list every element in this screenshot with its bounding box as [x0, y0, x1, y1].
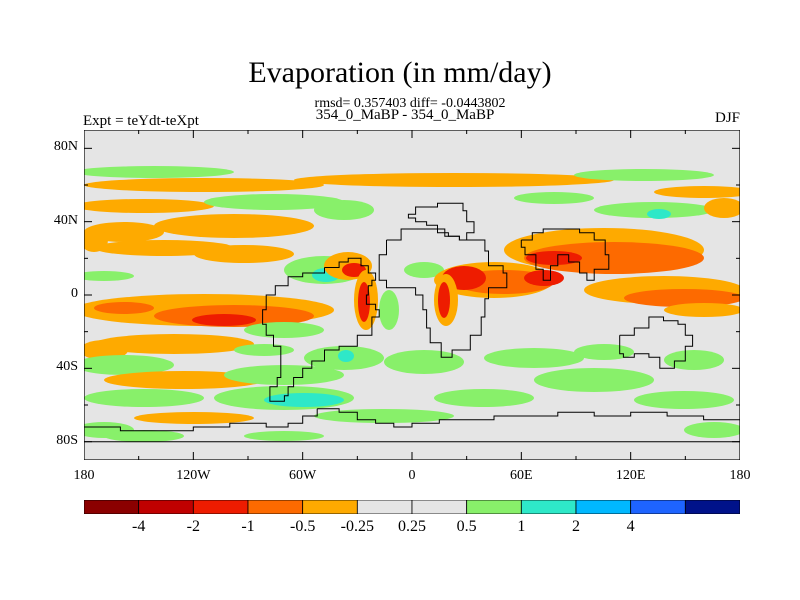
colorbar-label: 0.5 [456, 518, 477, 535]
map-plot [84, 130, 740, 460]
stats-label: rmsd= 0.357403 diff= -0.0443802 [314, 96, 506, 111]
lon-label: 120E [615, 468, 646, 483]
lon-label: 0 [408, 468, 416, 483]
colorbar-swatch [138, 500, 194, 514]
colorbar-swatch [466, 500, 522, 514]
colorbar-label: -1 [241, 518, 255, 535]
lon-label: 180 [73, 468, 95, 483]
colorbar-swatch [192, 500, 249, 514]
colorbar-label: 1 [517, 518, 526, 535]
colorbar-swatch [302, 500, 358, 514]
coastline-3 [378, 228, 508, 358]
lat-label: 40S [56, 359, 78, 375]
colorbar-swatch [520, 500, 577, 514]
colorbar-label: -2 [186, 518, 200, 535]
coastline-0 [262, 257, 380, 402]
colorbar-swatch [575, 500, 632, 514]
coastline-4 [520, 228, 610, 281]
evaporation-field [84, 166, 740, 442]
experiment-label: Expt = teYdt-teXpt [83, 113, 199, 129]
colorbar-label: -0.5 [289, 518, 316, 535]
colorbar-swatch [411, 500, 468, 514]
colorbar-swatch [84, 500, 140, 514]
axis-ticks [84, 130, 740, 460]
lon-label: 60W [289, 468, 317, 483]
colorbar [84, 500, 740, 514]
colorbar-label: 2 [572, 518, 580, 535]
lon-label: 180 [729, 468, 751, 483]
coastline-5 [619, 316, 694, 369]
figure-title: Evaporation (in mm/day) [248, 56, 552, 89]
colorbar-label: 0.25 [398, 518, 426, 535]
lon-label: 120W [176, 468, 211, 483]
colorbar-label: -0.25 [340, 518, 374, 535]
lon-label: 60E [510, 468, 533, 483]
coastline-1 [84, 408, 740, 443]
colorbar-label: -4 [131, 518, 146, 535]
season-label: DJF [714, 110, 740, 126]
colorbar-swatch [247, 500, 304, 514]
subtitle-label: 354_0_MaBP - 354_0_MaBP [315, 107, 495, 123]
colorbar-swatch [630, 500, 686, 514]
continent-outlines [84, 202, 740, 443]
colorbar-swatch [684, 500, 740, 514]
lat-label: 80S [56, 432, 78, 448]
lat-label: 0 [71, 286, 78, 301]
lat-label: 80N [53, 139, 78, 155]
colorbar-swatch [356, 500, 413, 514]
lat-label: 40N [53, 212, 78, 228]
colorbar-label: 4 [626, 518, 635, 535]
